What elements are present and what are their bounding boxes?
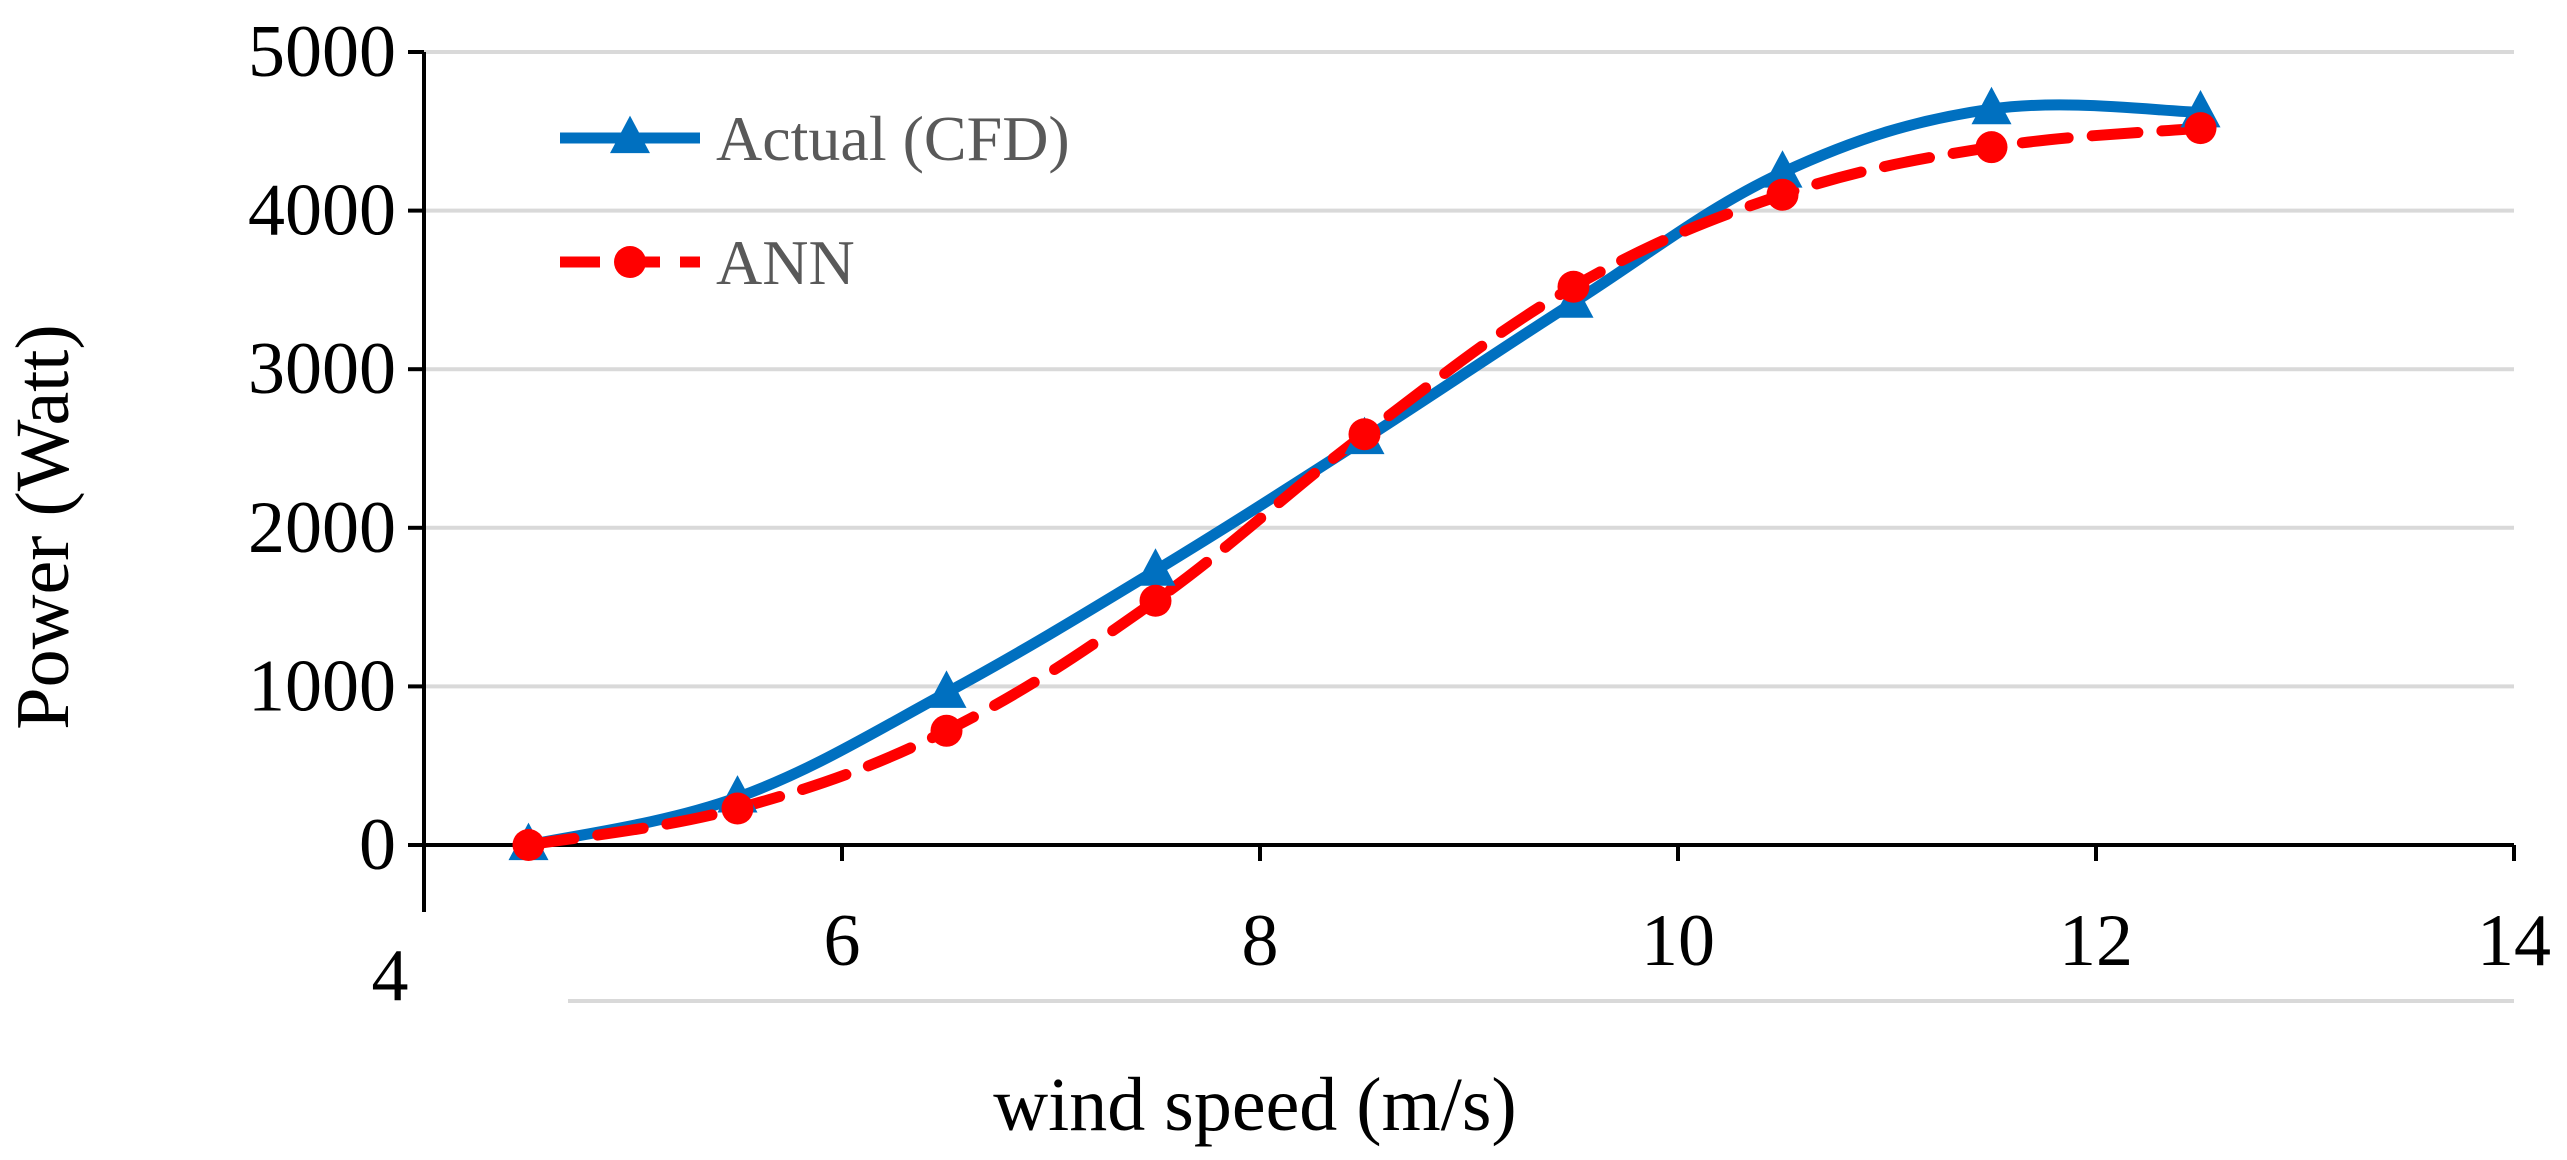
- x-tick-label: 10: [1641, 900, 1715, 982]
- point-ann: [1139, 584, 1172, 617]
- point-ann: [2184, 112, 2217, 145]
- point-actual-cfd: [1135, 548, 1176, 586]
- x-tick-label: 6: [824, 900, 861, 982]
- legend-marker-ann: [614, 246, 646, 278]
- point-ann: [512, 829, 545, 861]
- x-tick-label: 8: [1242, 900, 1279, 982]
- point-actual-cfd: [1971, 86, 2012, 125]
- point-ann: [1348, 418, 1381, 451]
- axes: [408, 50, 2516, 912]
- y-tick-label: 5000: [248, 11, 396, 93]
- y-tick-label: 0: [359, 804, 396, 886]
- point-ann: [1975, 131, 2008, 164]
- point-ann: [930, 714, 963, 747]
- tick-labels: 0 1000 2000 3000 4000 5000 4 6 8 10 12 14: [248, 11, 2551, 1017]
- series-line-actual-cfd: [523, 99, 2206, 851]
- legend-marker-actual-cfd: [610, 115, 650, 154]
- y-tick-label: 2000: [248, 487, 396, 569]
- point-actual-cfd: [926, 670, 967, 708]
- y-axis-title: Power (Watt): [1, 324, 85, 729]
- y-tick-label: 1000: [248, 645, 396, 727]
- legend-label-actual-cfd: Actual (CFD): [716, 103, 1070, 174]
- x-axis-title: wind speed (m/s): [993, 1063, 1516, 1147]
- legend: Actual (CFD) ANN: [560, 103, 1070, 298]
- legend-label-ann: ANN: [716, 227, 855, 298]
- point-ann: [1766, 178, 1799, 211]
- series-group: [508, 86, 2221, 861]
- y-tick-label: 3000: [248, 328, 396, 410]
- point-ann: [721, 792, 754, 825]
- x-tick-label: 4: [372, 935, 409, 1017]
- x-tick-label: 14: [2477, 900, 2551, 982]
- y-tick-label: 4000: [248, 170, 396, 252]
- gridlines: [424, 50, 2514, 1003]
- x-tick-label: 12: [2059, 900, 2133, 982]
- point-actual-cfd: [1762, 150, 1803, 188]
- point-ann: [1557, 270, 1590, 303]
